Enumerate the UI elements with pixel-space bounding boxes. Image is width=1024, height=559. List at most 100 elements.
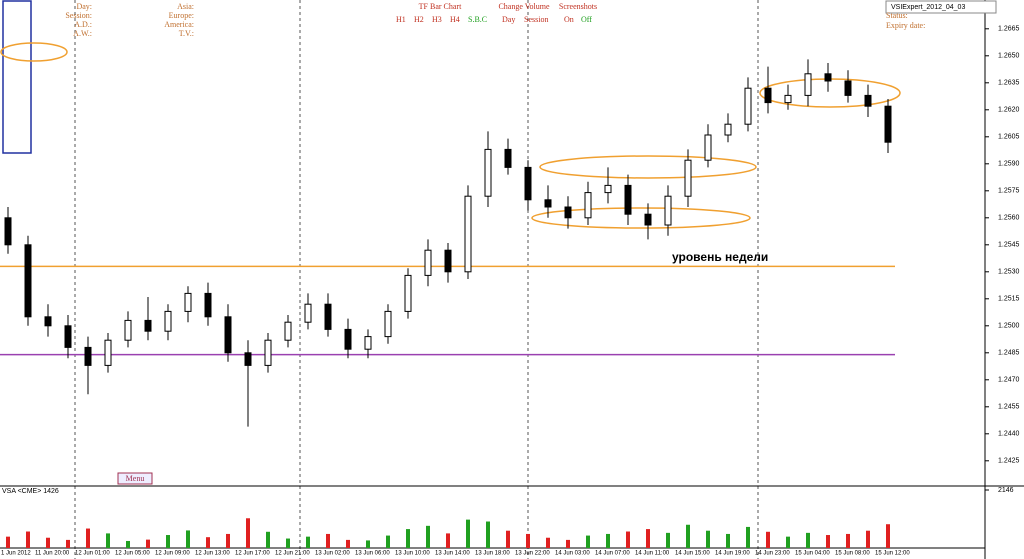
candle-body [324, 303, 332, 330]
session-label: Europe: [169, 11, 194, 20]
y-tick-label: 1.2530 [998, 269, 1020, 276]
info-label: Session: [65, 11, 92, 20]
candle-body [564, 206, 572, 219]
candle-body [104, 339, 112, 366]
volume-bar [686, 524, 690, 548]
volume-tick-label: 2146 [998, 487, 1014, 494]
candle-body [284, 321, 292, 341]
candle-body [44, 316, 52, 327]
y-tick-label: 1.2515 [998, 296, 1020, 303]
time-label: 13 Jun 02:00 [315, 551, 350, 557]
time-label: 1 Jun 2012 [1, 551, 31, 557]
time-label: 12 Jun 17:00 [235, 551, 270, 557]
time-label: 13 Jun 22:00 [515, 551, 550, 557]
candle-body [724, 123, 732, 136]
candle-body [184, 292, 192, 312]
volume-button[interactable]: Session [524, 15, 548, 24]
y-tick-label: 1.2545 [998, 242, 1020, 249]
time-label: 15 Jun 08:00 [835, 551, 870, 557]
candle-body [744, 87, 752, 125]
screenshot-button[interactable]: On [564, 15, 574, 24]
volume-bar [226, 533, 230, 548]
volume-bar [166, 535, 170, 548]
y-tick-label: 1.2665 [998, 26, 1020, 33]
y-tick-label: 1.2500 [998, 323, 1020, 330]
candle-body [64, 325, 72, 348]
menu-label[interactable]: Menu [126, 474, 145, 483]
menu-button[interactable] [117, 472, 153, 485]
candle-body [584, 192, 592, 219]
candle-body [824, 73, 832, 82]
status-label: Status: [886, 11, 908, 20]
y-tick-label: 1.2455 [998, 404, 1020, 411]
volume-bar [426, 525, 430, 548]
volume-title: Change Volume [498, 2, 549, 11]
time-label: 13 Jun 10:00 [395, 551, 430, 557]
tf-button[interactable]: H3 [432, 15, 442, 24]
candle-body [24, 244, 32, 318]
y-tick-label: 1.2620 [998, 107, 1020, 114]
candle-body [384, 310, 392, 338]
time-label: 15 Jun 12:00 [875, 551, 910, 557]
volume-bar [346, 539, 350, 548]
volume-bar [266, 531, 270, 548]
info-label: A.W.: [73, 29, 92, 38]
candle-body [364, 336, 372, 350]
volume-bar [466, 519, 470, 548]
candle-body [884, 105, 892, 143]
time-label: 11 Jun 20:00 [35, 551, 70, 557]
y-tick-label: 1.2650 [998, 53, 1020, 60]
volume-bar [206, 537, 210, 548]
candle-body [804, 73, 812, 96]
tf-button[interactable]: H4 [450, 15, 460, 24]
volume-bar [526, 533, 530, 548]
volume-bar [626, 531, 630, 548]
volume-bar [286, 538, 290, 548]
candle-body [124, 319, 132, 341]
tf-title: TF Bar Chart [419, 2, 462, 11]
volume-bar [826, 535, 830, 548]
tf-button[interactable]: S.B.C [468, 15, 487, 24]
volume-bar [446, 533, 450, 548]
volume-bar [146, 539, 150, 548]
screenshot-button[interactable]: Off [581, 15, 592, 24]
volume-bar [26, 531, 30, 548]
volume-bar [786, 536, 790, 548]
highlight-ellipse [0, 42, 68, 62]
candle-body [444, 249, 452, 273]
time-label: 14 Jun 03:00 [555, 551, 590, 557]
time-label: 14 Jun 11:00 [635, 551, 670, 557]
candle-body [144, 319, 152, 332]
volume-bar [386, 535, 390, 548]
time-label: 14 Jun 15:00 [675, 551, 710, 557]
volume-bar [106, 533, 110, 548]
candle-body [164, 310, 172, 332]
candle-body [244, 352, 252, 366]
volume-button[interactable]: Day [502, 15, 515, 24]
y-tick-label: 1.2560 [998, 215, 1020, 222]
volume-bar [746, 526, 750, 548]
candle-body [684, 159, 692, 197]
volume-bar [506, 530, 510, 548]
tf-button[interactable]: H1 [396, 15, 406, 24]
time-label: 15 Jun 04:00 [795, 551, 830, 557]
volume-bar [706, 530, 710, 548]
y-tick-label: 1.2425 [998, 458, 1020, 465]
candle-body [624, 184, 632, 215]
volume-title: VSA <CME> 1426 [2, 488, 59, 495]
y-tick-label: 1.2440 [998, 431, 1020, 438]
session-label: T.V.: [179, 29, 194, 38]
candle-body [224, 316, 232, 354]
candle-body [604, 184, 612, 194]
volume-bar [306, 536, 310, 548]
y-tick-label: 1.2605 [998, 134, 1020, 141]
volume-bar [566, 539, 570, 548]
time-label: 12 Jun 05:00 [115, 551, 150, 557]
volume-bar [366, 540, 370, 548]
tf-button[interactable]: H2 [414, 15, 424, 24]
candle-body [764, 87, 772, 104]
time-label: 13 Jun 18:00 [475, 551, 510, 557]
info-label: Day: [76, 2, 92, 11]
volume-bar [66, 539, 70, 548]
